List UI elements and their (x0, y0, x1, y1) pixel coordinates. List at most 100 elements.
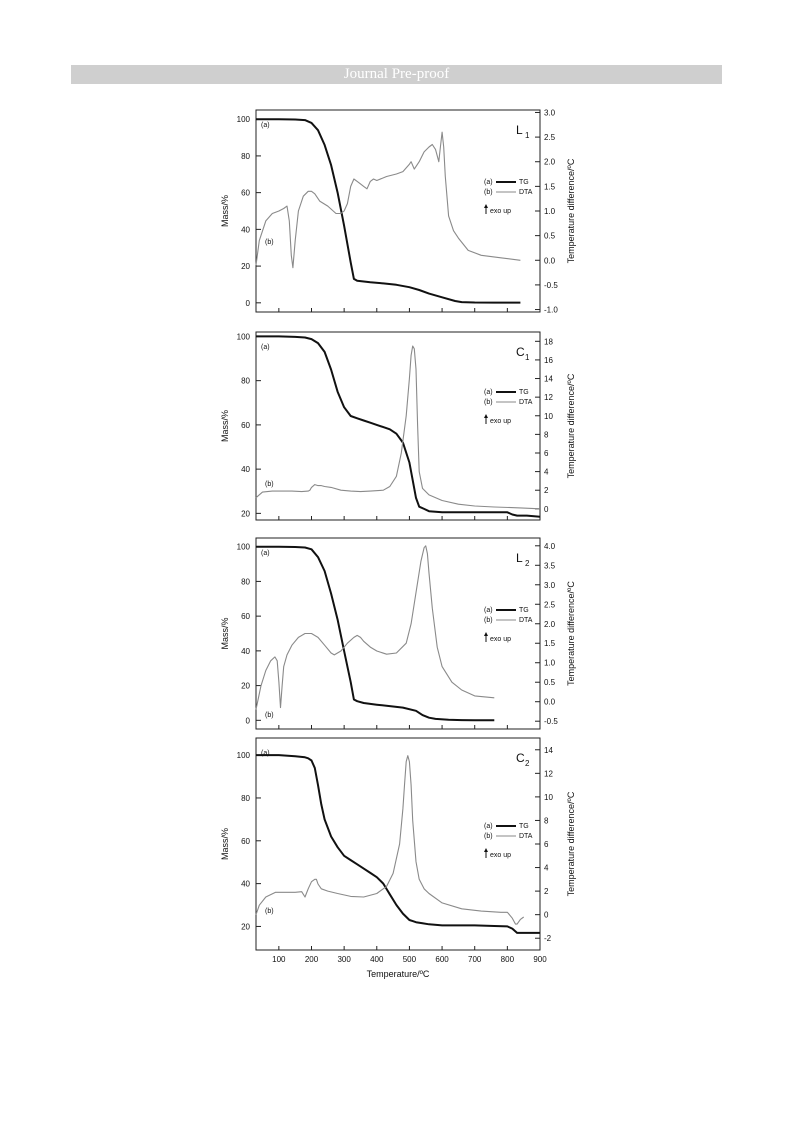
right-tick-label: 4.0 (544, 542, 556, 551)
right-axis-label: Temperature difference/ºC (566, 373, 576, 478)
left-axis-label: Mass/% (220, 195, 230, 227)
left-tick-label: 60 (241, 421, 250, 430)
x-tick-label: 600 (435, 955, 449, 964)
right-tick-label: 14 (544, 746, 553, 755)
right-tick-label: 3.5 (544, 561, 556, 570)
legend-dta-label: DTA (519, 189, 533, 196)
tg-series-line (256, 754, 540, 934)
right-tick-label: 0.0 (544, 256, 556, 265)
dta-series-line (255, 345, 541, 510)
left-tick-label: 60 (241, 837, 250, 846)
left-tick-label: 80 (241, 152, 250, 161)
legend-exo-label: exo up (490, 636, 511, 643)
legend-exo-label: exo up (490, 418, 511, 425)
right-axis-label: Temperature difference/ºC (566, 791, 576, 896)
legend-tg-label: TG (519, 823, 529, 830)
panel-label: C (516, 345, 525, 359)
right-axis-label: Temperature difference/ºC (566, 158, 576, 263)
left-tick-label: 60 (241, 189, 250, 198)
chart-panel-2: 20 40 60 80 100 0 2 4 6 8 10 12 14 16 18 Mass/% Temperat… (220, 331, 576, 521)
dta-series-line (255, 545, 495, 710)
right-tick-label: 12 (544, 393, 553, 402)
right-tick-label: 6 (544, 449, 549, 458)
left-tick-label: 40 (241, 465, 250, 474)
right-tick-label: 18 (544, 337, 553, 346)
x-tick-label: 100 (272, 955, 286, 964)
x-axis-label: Temperature/ºC (367, 969, 430, 979)
right-tick-label: 2.5 (544, 600, 556, 609)
right-tick-label: 1.5 (544, 182, 556, 191)
curve-label-b: (b) (265, 712, 274, 719)
curve-label-a: (a) (261, 122, 270, 129)
left-tick-label: 40 (241, 225, 250, 234)
right-tick-label: 1.0 (544, 207, 556, 216)
chart-panel-1: 0 20 40 60 80 100 -1.0 -0.5 0.0 0.5 1.0 1.5 2.0 2.5 3.… (220, 108, 576, 314)
left-axis-label: Mass/% (220, 617, 230, 649)
right-tick-label: 0.5 (544, 232, 556, 241)
right-tick-label: 4 (544, 468, 549, 477)
x-tick-label: 700 (468, 955, 482, 964)
curve-label-b: (b) (265, 239, 274, 246)
right-tick-label: 2 (544, 486, 549, 495)
right-tick-label: 8 (544, 816, 549, 825)
left-tick-label: 20 (241, 262, 250, 271)
curve-label-b: (b) (265, 908, 274, 915)
right-tick-label: 0.0 (544, 698, 556, 707)
right-tick-label: 8 (544, 430, 549, 439)
panel-label: C (516, 751, 525, 765)
journal-banner: Journal Pre-proof (71, 65, 722, 84)
legend-exo-label: exo up (490, 852, 511, 859)
panel-label-subscript: 2 (525, 759, 530, 768)
panel-label: L (516, 123, 523, 137)
right-tick-label: 1.0 (544, 659, 556, 668)
right-tick-label: 10 (544, 793, 553, 802)
left-tick-label: 100 (237, 115, 251, 124)
legend-b-code: (b) (484, 617, 493, 624)
exo-arrowhead-icon (484, 204, 488, 208)
panel-label: L (516, 551, 523, 565)
left-tick-label: 0 (246, 299, 251, 308)
dta-series-line (255, 131, 521, 269)
left-tick-label: 40 (241, 647, 250, 656)
right-tick-label: 12 (544, 769, 553, 778)
curve-label-a: (a) (261, 344, 270, 351)
right-tick-label: 4 (544, 864, 549, 873)
right-tick-label: 3.0 (544, 581, 556, 590)
exo-arrowhead-icon (484, 848, 488, 852)
legend-tg-label: TG (519, 179, 529, 186)
left-tick-label: 80 (241, 794, 250, 803)
left-tick-label: 60 (241, 612, 250, 621)
right-tick-label: 2 (544, 887, 549, 896)
exo-arrowhead-icon (484, 632, 488, 636)
right-tick-label: 6 (544, 840, 549, 849)
left-tick-label: 0 (246, 716, 251, 725)
left-tick-label: 80 (241, 377, 250, 386)
legend-dta-label: DTA (519, 617, 533, 624)
right-tick-label: 10 (544, 412, 553, 421)
right-tick-label: 16 (544, 356, 553, 365)
left-tick-label: 20 (241, 682, 250, 691)
right-tick-label: -0.5 (544, 717, 558, 726)
legend-dta-label: DTA (519, 399, 533, 406)
right-tick-label: 0 (544, 911, 549, 920)
legend-exo-label: exo up (490, 208, 511, 215)
legend-tg-label: TG (519, 607, 529, 614)
left-tick-label: 100 (237, 332, 251, 341)
left-tick-label: 40 (241, 880, 250, 889)
x-tick-label: 400 (370, 955, 384, 964)
chart-panel-3: 0 20 40 60 80 100 -0.5 0.0 0.5 1.0 1.5 2.0 2.5 3.0 3.5… (220, 537, 576, 730)
panel-label-subscript: 1 (525, 353, 530, 362)
legend-dta-label: DTA (519, 833, 533, 840)
legend-b-code: (b) (484, 189, 493, 196)
right-tick-label: 3.0 (544, 108, 556, 117)
legend-b-code: (b) (484, 399, 493, 406)
legend-a-code: (a) (484, 179, 493, 186)
curve-label-a: (a) (261, 750, 270, 757)
x-tick-label: 200 (305, 955, 319, 964)
legend-a-code: (a) (484, 607, 493, 614)
panel-label-subscript: 2 (525, 559, 530, 568)
right-tick-label: 1.5 (544, 639, 556, 648)
right-tick-label: 2.0 (544, 620, 556, 629)
left-tick-label: 100 (237, 751, 251, 760)
